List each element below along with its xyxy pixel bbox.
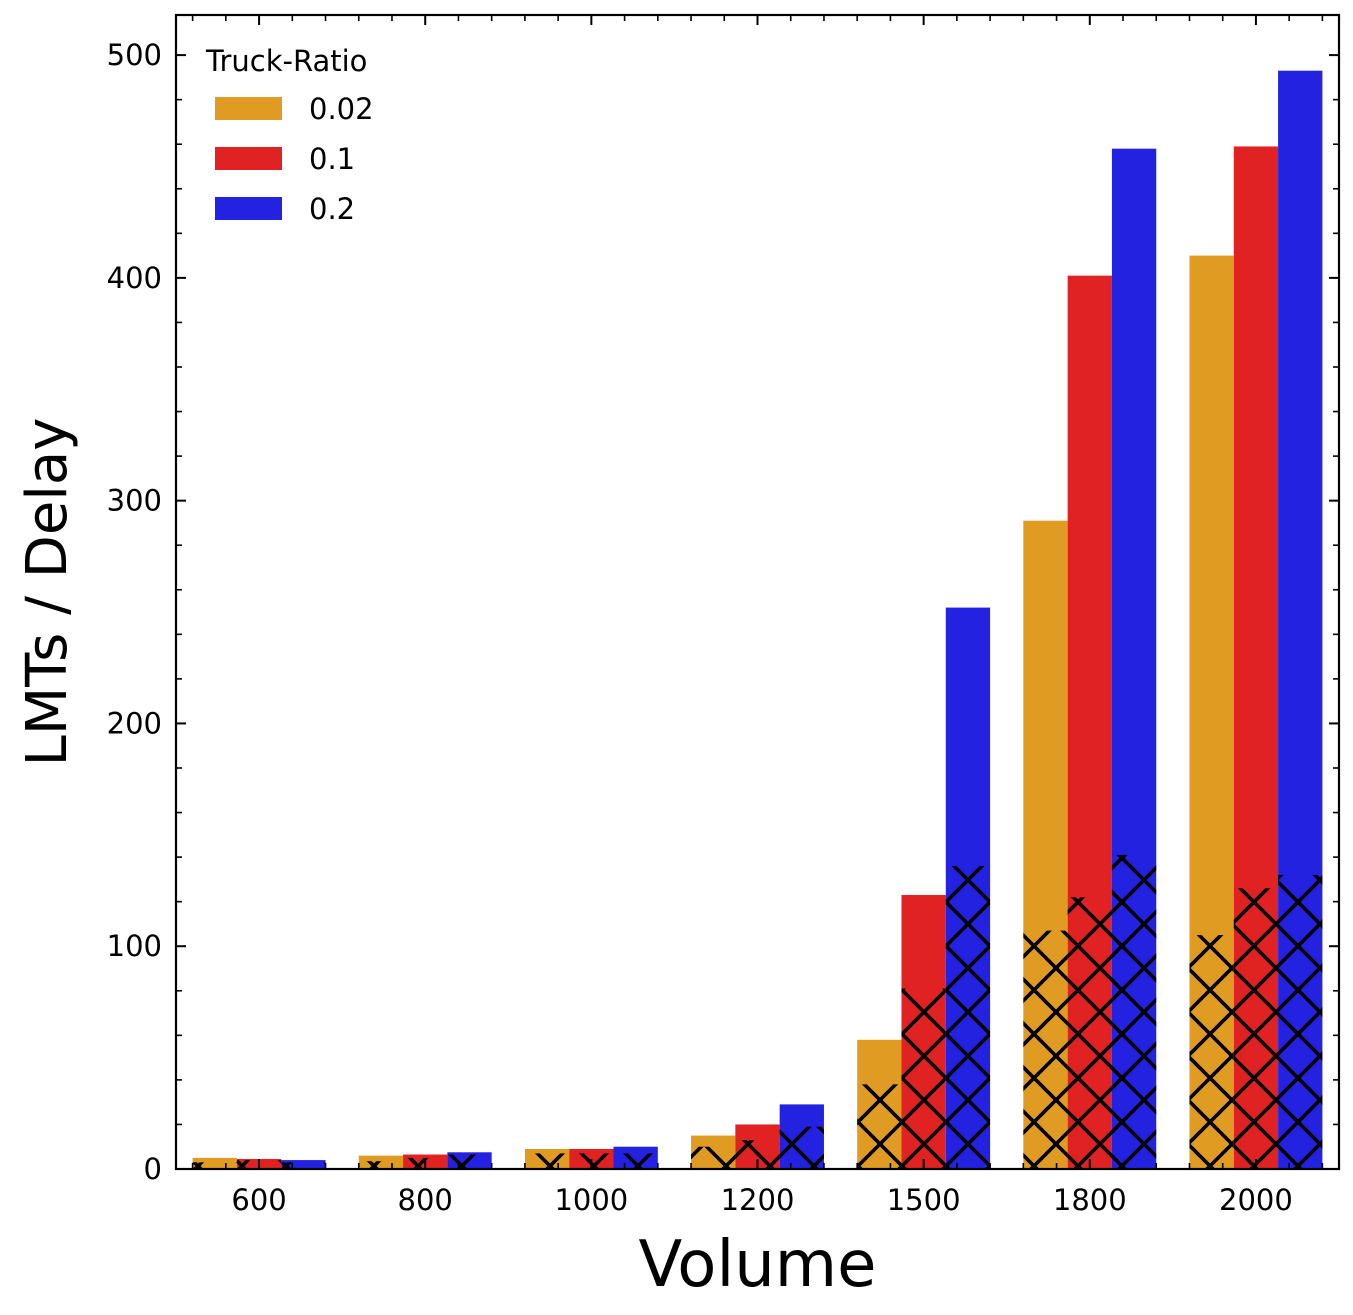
- hatch-bar-2000-series-0.02: [1189, 935, 1234, 1169]
- hatch-bar-600-series-0.2: [281, 1162, 326, 1169]
- hatch-bar-1200-series-0.02: [691, 1146, 736, 1169]
- x-axis-title: Volume: [638, 1228, 876, 1302]
- hatch-bar-1800-series-0.02: [1023, 930, 1068, 1169]
- hatch-bar-1200-series-0.2: [779, 1126, 824, 1169]
- hatch-bar-2000-series-0.2: [1278, 874, 1323, 1169]
- legend-swatch-0.1: [215, 147, 282, 170]
- y-tick-label: 300: [107, 484, 162, 518]
- legend: Truck-Ratio 0.02 0.1 0.2: [205, 44, 374, 226]
- x-tick-label: 1000: [554, 1183, 628, 1217]
- y-tick-label: 400: [107, 261, 162, 295]
- legend-label-0.1: 0.1: [309, 142, 355, 176]
- y-tick-label: 100: [107, 929, 162, 963]
- hatch-bar-1000-series-0.2: [613, 1153, 658, 1169]
- hatch-bar-1800-series-0.1: [1067, 897, 1112, 1169]
- bars-layer: [192, 70, 1323, 1170]
- y-axis-title: LMTs / Delay: [15, 418, 80, 767]
- hatch-bar-1500-series-0.2: [945, 866, 991, 1169]
- hatch-bar-1800-series-0.2: [1111, 854, 1157, 1169]
- x-tick-label: 600: [231, 1183, 286, 1217]
- plot-frame: [174, 13, 1341, 1171]
- hatch-bar-800-series-0.02: [358, 1161, 404, 1169]
- x-tick-label: 1800: [1053, 1183, 1127, 1217]
- hatch-bar-2000-series-0.1: [1233, 888, 1279, 1169]
- y-tick-label: 200: [107, 706, 162, 740]
- x-tick-label: 800: [398, 1183, 453, 1217]
- legend-label-0.02: 0.02: [309, 92, 374, 126]
- y-tick-label: 0: [144, 1152, 162, 1186]
- legend-label-0.2: 0.2: [309, 192, 355, 226]
- hatch-bar-800-series-0.2: [447, 1154, 492, 1169]
- legend-swatch-0.02: [215, 97, 282, 120]
- legend-swatch-0.2: [215, 197, 282, 220]
- hatch-bar-1000-series-0.02: [524, 1153, 570, 1169]
- legend-title: Truck-Ratio: [205, 44, 367, 78]
- hatch-bar-1500-series-0.02: [857, 1084, 902, 1169]
- x-tick-label: 1200: [721, 1183, 795, 1217]
- hatch-bar-1500-series-0.1: [901, 988, 946, 1169]
- x-tick-label: 1500: [887, 1183, 961, 1217]
- y-tick-label: 500: [107, 38, 162, 72]
- hatch-bar-600-series-0.02: [192, 1162, 237, 1169]
- x-tick-label: 2000: [1219, 1183, 1293, 1217]
